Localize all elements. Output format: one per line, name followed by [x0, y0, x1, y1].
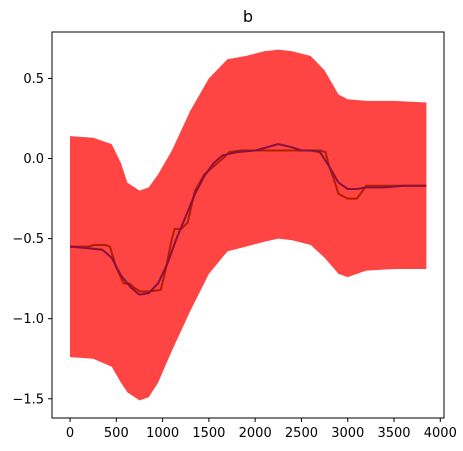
plot-area — [69, 49, 427, 401]
x-tick-label: 2000 — [239, 426, 272, 441]
chart-title: b — [243, 7, 253, 26]
y-tick-label: 0.0 — [23, 152, 44, 167]
y-tick-label: −1.5 — [12, 392, 44, 407]
x-tick-label: 2500 — [285, 426, 318, 441]
x-tick-label: 0 — [66, 426, 74, 441]
y-tick-label: −0.5 — [12, 232, 44, 247]
x-tick-label: 500 — [104, 426, 129, 441]
axes: 0 500 1000 1500 2000 2500 3000 3500 4000 0.5 0.0 −0… — [12, 31, 457, 441]
x-tick-label: 3500 — [377, 426, 410, 441]
x-tick-label: 4000 — [424, 426, 457, 441]
series-line-1 — [70, 149, 427, 293]
plot-frame — [51, 31, 445, 419]
confidence-band — [70, 49, 427, 401]
x-tick-label: 1500 — [192, 426, 225, 441]
x-tick-label: 1000 — [146, 426, 179, 441]
series-line-2 — [69, 143, 427, 296]
y-tick-label: 0.5 — [23, 72, 44, 87]
y-tick-label: −1.0 — [12, 312, 44, 327]
x-tick-label: 3000 — [331, 426, 364, 441]
